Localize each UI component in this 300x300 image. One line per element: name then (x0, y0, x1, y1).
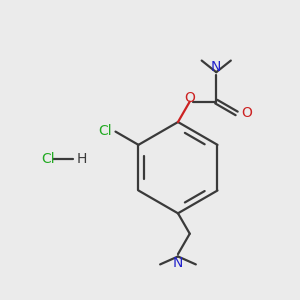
Text: N: N (173, 256, 183, 270)
Text: Cl: Cl (98, 124, 112, 138)
Text: O: O (184, 91, 195, 105)
Text: O: O (242, 106, 252, 120)
Text: H: H (76, 152, 87, 166)
Text: N: N (211, 60, 221, 74)
Text: Cl: Cl (41, 152, 55, 166)
